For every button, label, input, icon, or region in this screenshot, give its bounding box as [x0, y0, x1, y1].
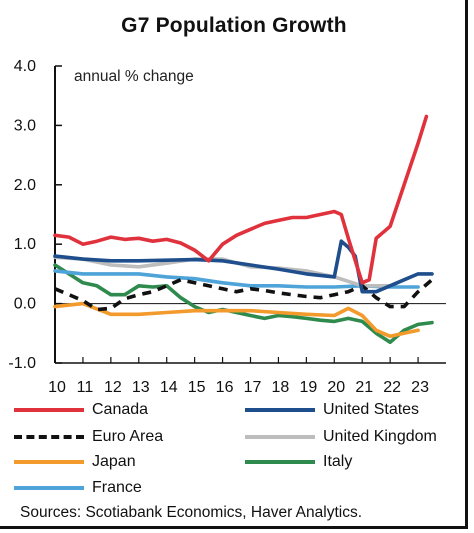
y-axis-label: annual % change: [74, 68, 194, 85]
x-tick-label: 23: [411, 379, 429, 396]
series-line-euro-area: [54, 277, 434, 312]
source-note: Sources: Scotiabank Economics, Haver Ana…: [20, 504, 363, 521]
y-tick-label: -1.0: [8, 355, 36, 372]
series-line-united-states: [53, 239, 434, 294]
x-tick-label: 13: [132, 379, 150, 396]
chart-title: G7 Population Growth: [121, 14, 347, 37]
x-tick-label: 14: [160, 379, 178, 396]
series-line-canada: [53, 114, 429, 285]
x-tick-label: 20: [327, 379, 345, 396]
x-tick-label: 18: [272, 379, 290, 396]
y-tick-label: 1.0: [14, 236, 36, 253]
x-tick-label: 17: [244, 379, 262, 396]
y-tick-label: 0.0: [14, 296, 36, 313]
series-line-italy: [53, 263, 434, 345]
chart-frame: [0, 0, 468, 529]
x-tick-label: 16: [216, 379, 234, 396]
x-tick-label: 12: [104, 379, 122, 396]
x-tick-label: 22: [383, 379, 401, 396]
x-tick-label: 10: [48, 379, 66, 396]
y-tick-label: 3.0: [14, 117, 36, 134]
series-line-japan: [53, 301, 420, 339]
y-tick-label: 4.0: [14, 58, 36, 75]
x-tick-label: 11: [77, 379, 94, 396]
y-tick-label: 2.0: [14, 177, 36, 194]
x-tick-label: 19: [299, 379, 317, 396]
x-tick-label: 15: [188, 379, 206, 396]
x-tick-label: 21: [355, 379, 373, 396]
